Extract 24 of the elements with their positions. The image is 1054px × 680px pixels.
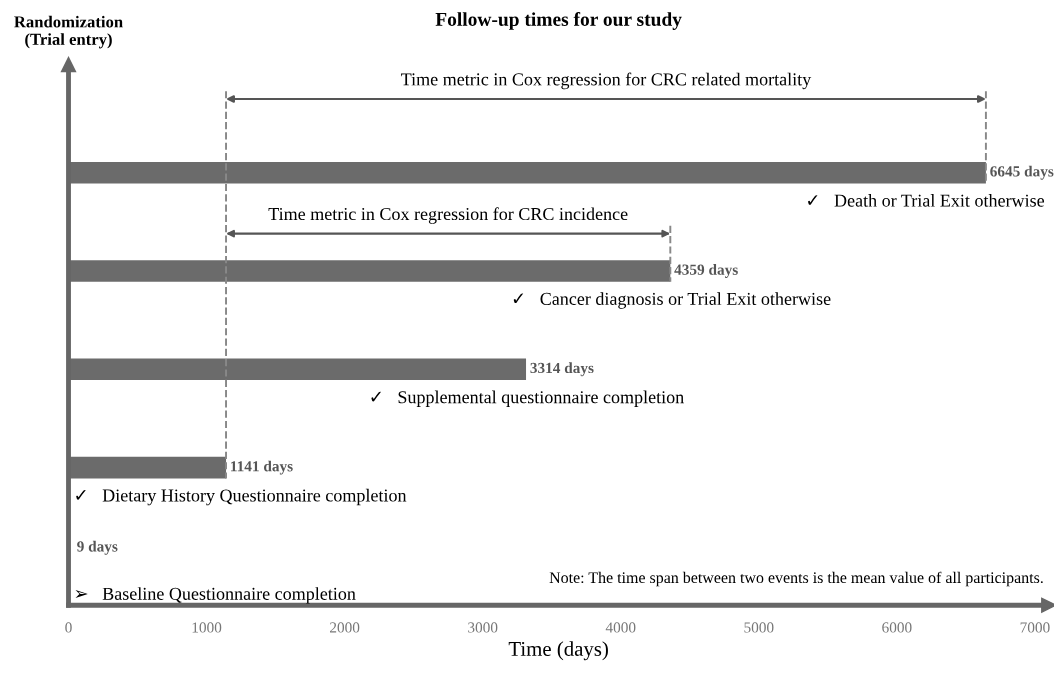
y-axis-title: Randomization (Trial entry) [14,15,123,49]
x-tick-label: 0 [65,622,72,633]
x-axis-title: Time (days) [508,641,608,661]
x-tick-label: 2000 [330,622,360,633]
annotation: ✓ Supplemental questionnaire completion [371,390,684,407]
data-label: 4359 days [674,264,738,278]
x-tick-label: 3000 [468,622,498,633]
x-tick-label: 5000 [744,622,774,633]
data-label: 1141 days [231,460,293,475]
annotation: ✓ Death or Trial Exit otherwise [808,194,1045,207]
annotation: Note: The time span between two events is the mean value of all participants. [549,571,1043,587]
data-label: 6645 days [990,165,1054,180]
chart-title: Follow-up times for our study [435,12,682,30]
annotation: ➢ Baseline Questionnaire completion [75,587,356,604]
data-label: 9 days [77,540,118,555]
x-tick-label: 6000 [882,622,912,633]
data-label: 3314 days [530,362,594,377]
annotation: ✓ Cancer diagnosis or Trial Exit otherwise [513,292,831,309]
annotation: Time metric in Cox regression for CRC related mortality [401,72,812,90]
x-tick-label: 4000 [605,622,636,633]
x-tick-label: 7000 [1020,622,1050,633]
annotation: Time metric in Cox regression for CRC incidence [268,207,628,224]
x-tick-label: 1000 [192,622,222,633]
annotation: ✓ Dietary History Questionnaire completion [76,488,407,506]
